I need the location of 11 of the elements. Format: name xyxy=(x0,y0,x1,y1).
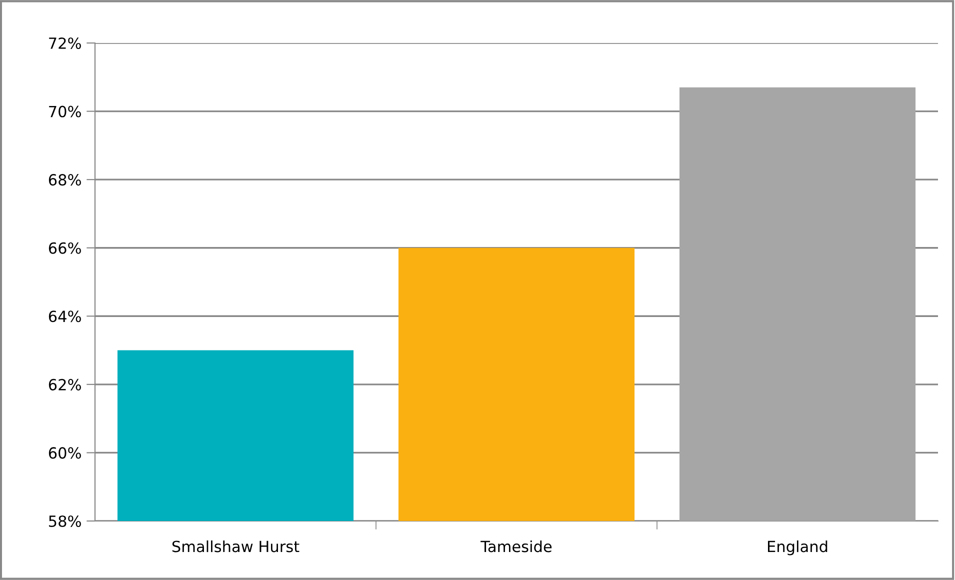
x-tick-label: England xyxy=(768,540,828,556)
y-tick-label: 72% xyxy=(49,37,81,50)
y-tick-label: 58% xyxy=(49,515,81,528)
x-tick-label: Smallshaw Hurst xyxy=(172,540,300,552)
y-tick-label: 68% xyxy=(48,174,81,186)
y-tick-label: 66% xyxy=(48,242,81,254)
y-tick-label: 70% xyxy=(49,106,81,118)
x-tick-label: Tameside xyxy=(480,540,552,552)
y-tick-label: 62% xyxy=(48,378,81,390)
y-tick-label: 64% xyxy=(48,310,81,322)
y-tick-label: 60% xyxy=(48,447,81,459)
